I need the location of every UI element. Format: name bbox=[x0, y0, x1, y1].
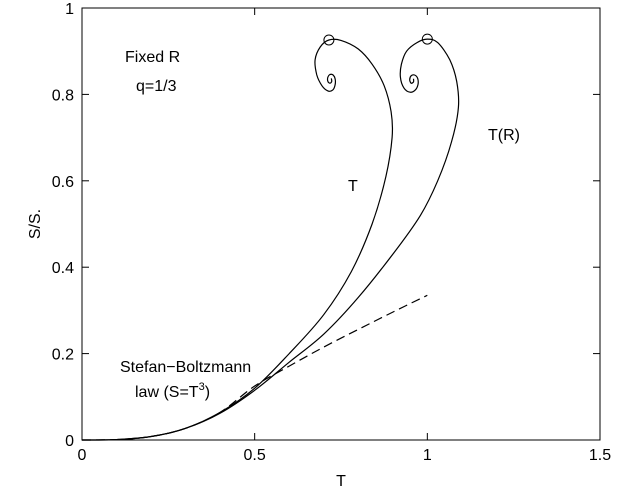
series-line-0 bbox=[81, 38, 394, 441]
series-1-marker-0 bbox=[421, 33, 433, 45]
x-tick-label-1: 0.5 bbox=[244, 447, 266, 464]
plot-frame bbox=[81, 7, 601, 441]
annotation-stefan-exponent: 3 bbox=[199, 381, 205, 393]
series-line-2 bbox=[81, 294, 428, 441]
annotation-fixed-r: Fixed R bbox=[125, 49, 180, 66]
x-tick-label-0: 0 bbox=[78, 447, 87, 464]
y-tick-label-2: 0.4 bbox=[52, 260, 74, 277]
y-tick-label-1: 0.2 bbox=[52, 347, 74, 364]
series-line-1 bbox=[81, 38, 460, 441]
annotation-stefan-law-main: law (S=T bbox=[135, 384, 199, 401]
annotation-stefan-line2: law (S=T3) bbox=[135, 381, 210, 401]
series-layer bbox=[81, 33, 460, 441]
x-tick-label-2: 1 bbox=[423, 447, 432, 464]
annotation-stefan-close: ) bbox=[205, 384, 210, 401]
y-tick-label-5: 1 bbox=[65, 1, 74, 18]
y-axis-label: S/S. bbox=[27, 209, 44, 239]
series-0-marker-0 bbox=[323, 34, 335, 46]
y-tick-label-3: 0.6 bbox=[52, 174, 74, 191]
y-tick-label-0: 0 bbox=[65, 433, 74, 450]
annotation-q: q=1/3 bbox=[136, 78, 177, 95]
x-tick-label-3: 1.5 bbox=[589, 447, 611, 464]
axis-tick-labels: 0 0.5 1 1.5 0 0.2 0.4 0.6 0.8 1 bbox=[52, 1, 611, 464]
annotation-curve-t: T bbox=[348, 178, 358, 195]
y-tick-label-4: 0.8 bbox=[52, 87, 74, 104]
annotation-curve-tr: T(R) bbox=[488, 127, 520, 144]
x-axis-label: T bbox=[336, 473, 346, 490]
annotation-stefan-line1: Stefan−Boltzmann bbox=[120, 359, 251, 376]
